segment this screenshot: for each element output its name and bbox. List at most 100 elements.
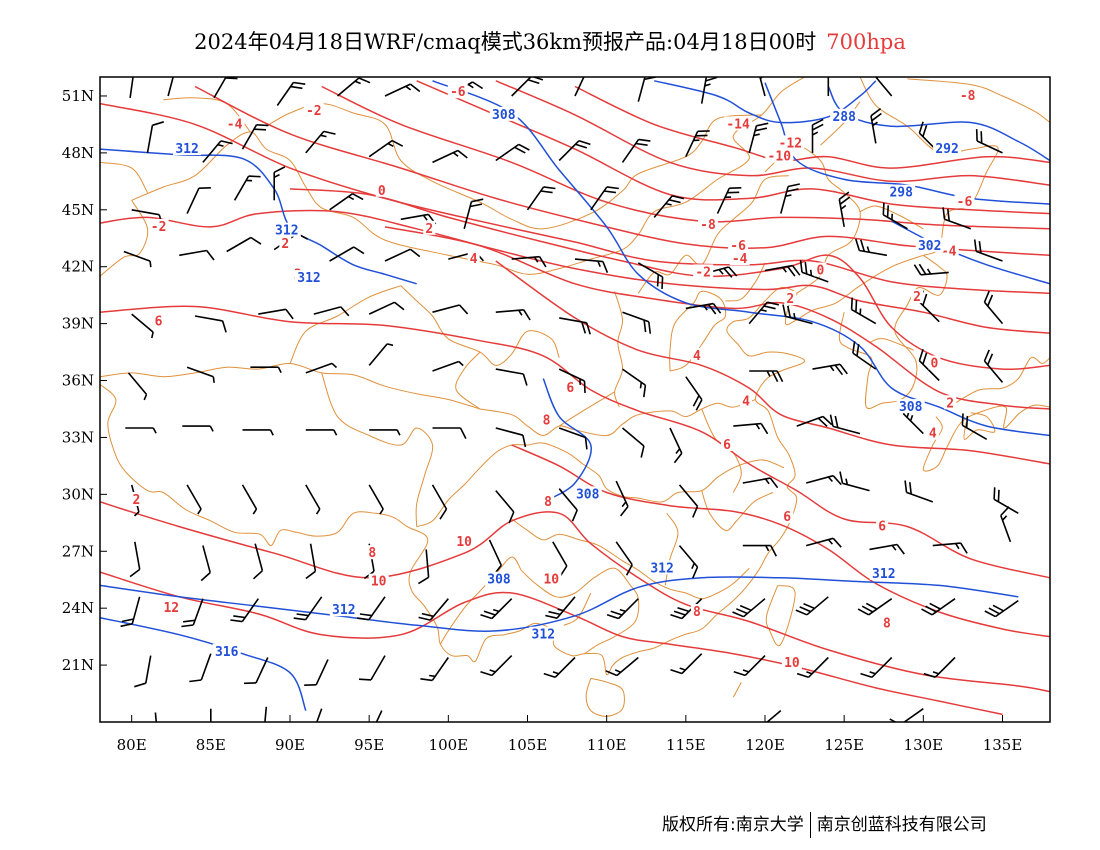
contour-label: 0	[378, 184, 386, 199]
contour-label: 10	[456, 535, 472, 550]
label-backdrop	[944, 395, 957, 410]
border-line	[963, 412, 996, 440]
wind-barb	[558, 488, 578, 522]
contour-label: 2	[913, 290, 921, 305]
wind-barb	[189, 653, 212, 683]
border-line	[907, 78, 1050, 123]
contour-label: 2	[281, 237, 289, 252]
wind-barb	[194, 315, 227, 333]
label-backdrop	[375, 182, 388, 197]
wind-barb	[264, 706, 268, 722]
contour-label: 8	[693, 605, 701, 620]
wind-barb	[732, 598, 766, 618]
wind-barb	[243, 657, 269, 685]
contour-label: -2	[151, 220, 167, 235]
wind-barb	[305, 484, 321, 515]
label-backdrop	[648, 560, 677, 575]
contour-label: 312	[297, 271, 320, 286]
height-contour	[542, 378, 592, 503]
contour-label: 292	[935, 142, 958, 157]
contour-label: 308	[576, 487, 600, 502]
wind-barb	[685, 130, 710, 158]
wind-barb	[368, 484, 384, 515]
border-line	[416, 442, 785, 528]
wind-barb	[574, 77, 585, 97]
wind-barb	[913, 263, 949, 276]
wind-barb	[463, 198, 484, 230]
border-line	[455, 351, 481, 410]
label-backdrop	[721, 437, 733, 451]
footer: 版权所有:南京大学 南京创蓝科技有限公司	[662, 810, 987, 838]
wind-barb	[154, 712, 158, 722]
lat-tick-label: 24N	[62, 599, 94, 617]
wind-barb	[700, 77, 718, 104]
wind-barb	[615, 541, 633, 576]
label-backdrop	[573, 486, 602, 501]
contour-label: 2	[786, 292, 794, 307]
temperature-isotherm	[100, 501, 1050, 693]
border-line	[701, 490, 774, 532]
contour-label: -12	[779, 136, 802, 151]
lat-tick-label: 27N	[62, 542, 94, 560]
height-contour	[432, 80, 1050, 437]
wind-barb	[796, 656, 829, 679]
wind-barb	[305, 543, 317, 580]
label-backdrop	[926, 425, 939, 440]
wind-barb	[131, 313, 154, 339]
wind-barb	[495, 143, 530, 162]
wind-barb	[329, 192, 364, 211]
temperature-isotherm	[194, 85, 1050, 257]
wind-barb	[796, 415, 833, 427]
contour-label: -10	[768, 150, 792, 165]
wind-barb	[559, 317, 591, 335]
label-backdrop	[279, 235, 292, 250]
lon-tick-label: 80E	[117, 736, 147, 754]
contour-label: -14	[726, 117, 750, 132]
lon-tick-label: 135E	[983, 736, 1023, 754]
temperature-isotherm	[416, 80, 1050, 215]
wind-barb	[480, 655, 513, 677]
temperature-isotherm	[574, 85, 1050, 169]
lat-tick-label: 48N	[62, 144, 94, 162]
wind-barb	[125, 427, 157, 434]
wind-barb	[305, 429, 338, 436]
temperature-isotherm	[289, 188, 1050, 371]
company-text: 南京创蓝科技有限公司	[816, 815, 987, 835]
border-line	[479, 399, 756, 437]
wind-barb	[313, 306, 350, 317]
contour-label: 8	[544, 495, 552, 510]
border-line	[614, 291, 624, 408]
border-line	[400, 285, 560, 366]
label-backdrop	[693, 264, 714, 279]
wind-barb	[983, 349, 1004, 383]
copyright-text: 版权所有:南京大学	[662, 815, 804, 835]
wind-barb	[420, 657, 449, 682]
label-backdrop	[541, 571, 562, 586]
wind-barb	[129, 77, 134, 99]
label-backdrop	[724, 116, 753, 131]
height-contour	[100, 616, 307, 711]
contour-label: -2	[695, 265, 711, 280]
border-line	[289, 285, 401, 364]
wind-barb	[733, 422, 769, 435]
lat-tick-label: 36N	[62, 372, 94, 390]
wind-barb	[417, 549, 430, 585]
wind-barb	[258, 308, 294, 320]
wind-barb	[181, 598, 204, 628]
label-backdrop	[173, 141, 202, 156]
lon-tick-label: 125E	[824, 736, 864, 754]
wind-barb	[480, 598, 513, 620]
footer-divider	[809, 812, 811, 838]
wind-barb	[418, 598, 449, 621]
wind-barb	[973, 239, 1003, 262]
wind-barb	[839, 471, 870, 492]
label-backdrop	[152, 313, 165, 328]
wind-barb	[432, 360, 464, 372]
title-text: 2024年04月18日WRF/cmaq模式36km预报产品:04月18日00时	[194, 30, 817, 54]
label-backdrop	[212, 643, 241, 658]
label-backdrop	[876, 518, 889, 533]
contour-label: 302	[918, 239, 941, 254]
contour-label: -4	[227, 117, 243, 132]
label-backdrop	[765, 148, 794, 163]
wind-barb	[511, 255, 547, 268]
